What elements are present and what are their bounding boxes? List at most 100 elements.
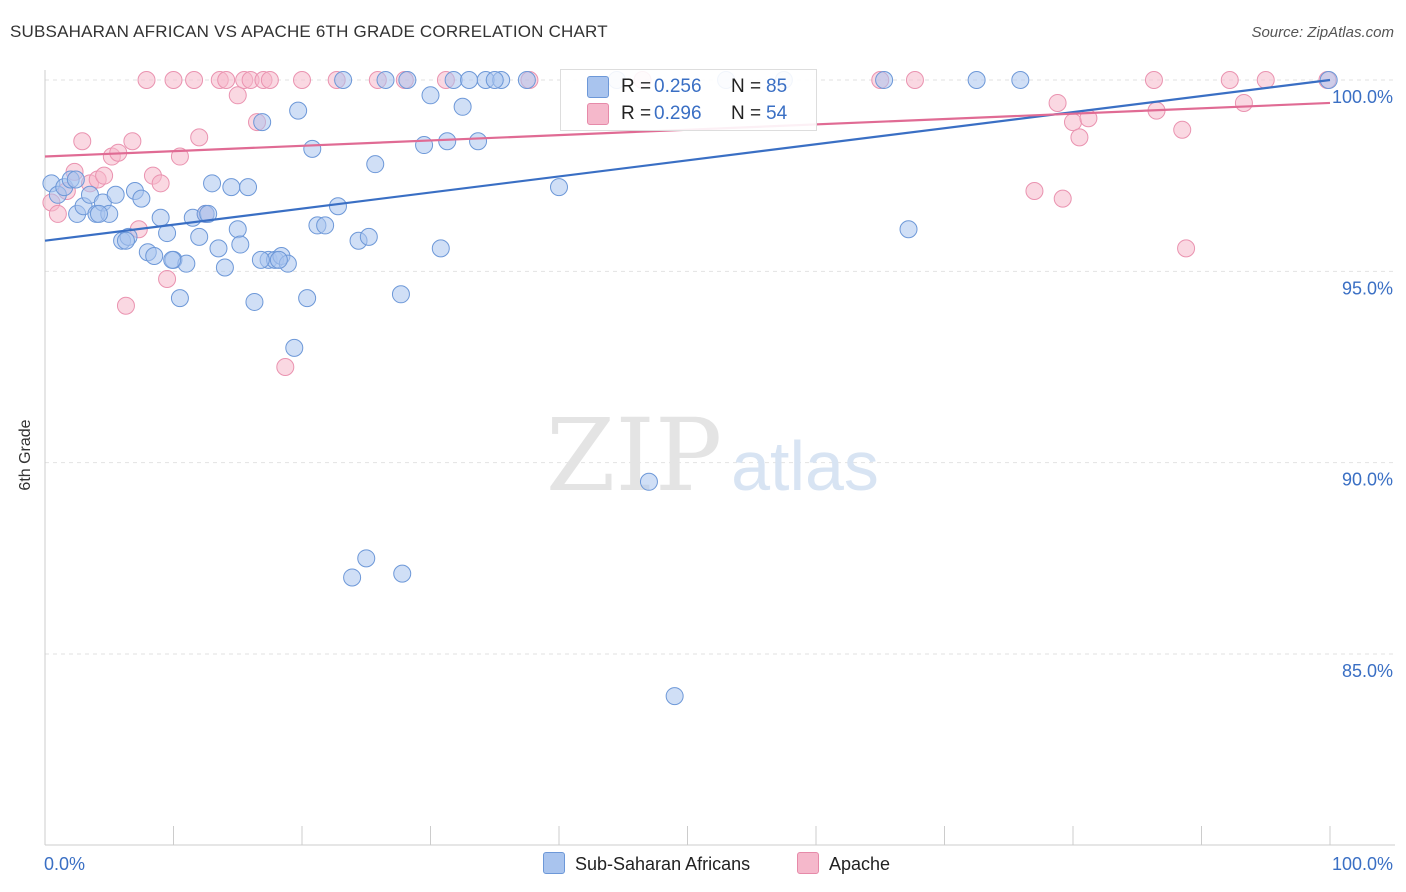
apache-point — [123, 132, 142, 151]
x-tick-label: 100.0% — [1332, 854, 1393, 874]
legend-blue-r-label: R = — [621, 76, 652, 97]
subsaharan-point — [393, 564, 412, 583]
subsaharan-point — [116, 231, 135, 250]
apache-point — [228, 86, 247, 105]
subsaharan-point — [899, 220, 918, 239]
bottom-legend-blue: Sub-Saharan Africans — [543, 852, 750, 875]
apache-point — [137, 71, 156, 89]
subsaharan-point — [398, 71, 417, 89]
subsaharan-point — [421, 86, 440, 105]
subsaharan-point — [391, 285, 410, 304]
subsaharan-point — [967, 71, 986, 89]
subsaharan-point — [151, 208, 170, 227]
legend-pink-n-label: N = — [731, 103, 762, 124]
apache-point — [1177, 239, 1196, 258]
subsaharan-point — [485, 71, 504, 89]
subsaharan-point — [106, 185, 125, 204]
y-tick-label: 85.0% — [1342, 661, 1393, 681]
subsaharan-point — [453, 97, 472, 116]
subsaharan-point — [328, 197, 347, 216]
legend-swatch-blue — [587, 76, 609, 98]
subsaharan-point — [376, 71, 395, 89]
subsaharan-point — [66, 170, 85, 189]
subsaharan-point — [285, 338, 304, 357]
x-tick-label: 0.0% — [44, 854, 85, 874]
subsaharan-point — [469, 132, 488, 151]
bottom-legend-pink: Apache — [797, 852, 890, 875]
subsaharan-point — [316, 216, 335, 235]
subsaharan-point — [517, 71, 536, 89]
subsaharan-point — [359, 227, 378, 246]
apache-point — [1220, 71, 1239, 89]
subsaharan-point — [170, 289, 189, 308]
subsaharan-point — [253, 113, 272, 132]
legend-swatch-pink — [587, 103, 609, 125]
apache-point — [1234, 93, 1253, 112]
legend-pink-n-value: 54 — [766, 103, 788, 124]
subsaharan-point — [245, 292, 264, 311]
bottom-legend-blue-label: Sub-Saharan Africans — [575, 854, 751, 874]
subsaharan-point — [269, 250, 288, 269]
subsaharan-point — [163, 250, 182, 269]
y-tick-label: 90.0% — [1342, 470, 1393, 490]
legend-blue-n-value: 85 — [766, 76, 788, 97]
subsaharan-point — [550, 178, 568, 197]
subsaharan-point — [357, 549, 376, 568]
subsaharan-points — [42, 71, 1338, 706]
subsaharan-point — [190, 227, 209, 246]
subsaharan-point — [228, 220, 247, 239]
watermark-zip: ZIP — [546, 397, 722, 514]
subsaharan-point — [444, 71, 463, 89]
bottom-legend-swatch-blue — [543, 852, 565, 874]
subsaharan-point — [222, 178, 241, 197]
apache-point — [1070, 128, 1089, 147]
gridlines — [45, 79, 1395, 655]
apache-point — [1144, 71, 1163, 89]
legend-blue-r-value: 0.256 — [654, 76, 702, 97]
legend-pink-r-label: R = — [621, 103, 652, 124]
subsaharan-point — [366, 155, 385, 174]
apache-point — [1173, 120, 1192, 139]
apache-point — [190, 128, 209, 147]
apache-point — [1256, 71, 1275, 89]
subsaharan-point — [298, 289, 317, 308]
apache-point — [95, 166, 114, 185]
apache-point — [151, 174, 170, 193]
apache-point — [170, 147, 189, 166]
subsaharan-point — [415, 136, 434, 155]
subsaharan-point — [209, 239, 228, 258]
apache-point — [1025, 181, 1044, 200]
y-tick-label: 95.0% — [1342, 278, 1393, 298]
apache-point — [1064, 113, 1082, 132]
subsaharan-trend-line — [44, 78, 1331, 242]
tick-labels: 100.0% 95.0% 90.0% 85.0% 0.0% 100.0% — [44, 87, 1393, 874]
subsaharan-point — [203, 174, 222, 193]
apache-point — [905, 71, 924, 89]
apache-point — [293, 71, 311, 89]
subsaharan-point — [334, 71, 353, 89]
apache-point — [158, 269, 177, 288]
y-tick-label: 100.0% — [1332, 87, 1393, 107]
bottom-legend-pink-label: Apache — [829, 854, 891, 874]
apache-point — [185, 71, 204, 89]
chart-title: SUBSAHARAN AFRICAN VS APACHE 6TH GRADE C… — [10, 22, 608, 41]
apache-point — [73, 132, 92, 151]
apache-point — [1048, 93, 1067, 112]
subsaharan-point — [239, 178, 258, 197]
source-label: Source: ZipAtlas.com — [1251, 24, 1394, 41]
watermark-atlas: atlas — [731, 427, 879, 505]
subsaharan-point — [431, 239, 450, 258]
subsaharan-point — [303, 139, 322, 158]
subsaharan-point — [665, 687, 684, 706]
subsaharan-point — [251, 250, 270, 269]
subsaharan-point — [89, 204, 108, 223]
subsaharan-point — [231, 235, 250, 254]
apache-point — [276, 358, 295, 376]
apache-point — [1053, 189, 1072, 208]
bottom-legend-swatch-pink — [797, 852, 819, 874]
apache-point — [260, 71, 279, 89]
subsaharan-point — [215, 258, 234, 277]
apache-point — [48, 204, 67, 223]
subsaharan-point — [639, 472, 658, 491]
subsaharan-point — [1011, 71, 1030, 89]
